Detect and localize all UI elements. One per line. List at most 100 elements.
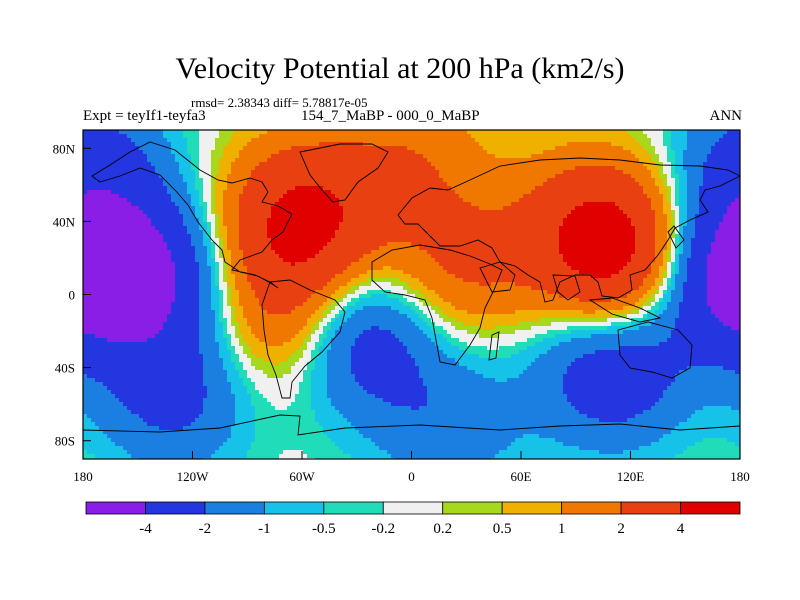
- field-cell: [119, 198, 124, 203]
- field-cell: [603, 182, 608, 187]
- field-cell: [375, 202, 380, 207]
- field-cell: [307, 242, 312, 247]
- field-cell: [659, 206, 664, 211]
- field-cell: [559, 226, 564, 231]
- field-cell: [607, 198, 612, 203]
- field-cell: [339, 170, 344, 175]
- field-cell: [467, 234, 472, 239]
- field-cell: [487, 138, 492, 143]
- field-cell: [283, 162, 288, 167]
- field-cell: [623, 194, 628, 199]
- field-cell: [667, 194, 672, 199]
- field-cell: [279, 146, 284, 151]
- field-cell: [283, 210, 288, 215]
- field-cell: [715, 174, 720, 179]
- field-cell: [451, 150, 456, 155]
- field-cell: [403, 170, 408, 175]
- field-cell: [387, 214, 392, 219]
- field-cell: [547, 190, 552, 195]
- field-cell: [323, 242, 328, 247]
- field-cell: [683, 150, 688, 155]
- field-cell: [407, 210, 412, 215]
- field-cell: [167, 150, 172, 155]
- field-cell: [183, 226, 188, 231]
- field-cell: [295, 166, 300, 171]
- field-cell: [715, 158, 720, 163]
- field-cell: [271, 178, 276, 183]
- field-cell: [499, 166, 504, 171]
- field-cell: [531, 186, 536, 191]
- field-cell: [187, 166, 192, 171]
- field-cell: [647, 186, 652, 191]
- field-cell: [347, 134, 352, 139]
- field-cell: [175, 226, 180, 231]
- field-cell: [427, 194, 432, 199]
- field-cell: [283, 154, 288, 159]
- field-cell: [451, 166, 456, 171]
- field-cell: [607, 194, 612, 199]
- field-cell: [319, 166, 324, 171]
- field-cell: [715, 242, 720, 247]
- field-cell: [151, 166, 156, 171]
- field-cell: [351, 226, 356, 231]
- field-cell: [187, 162, 192, 167]
- field-cell: [331, 246, 336, 251]
- field-cell: [195, 222, 200, 227]
- field-cell: [727, 222, 732, 227]
- field-cell: [331, 146, 336, 151]
- field-cell: [707, 242, 712, 247]
- field-cell: [403, 242, 408, 247]
- field-cell: [507, 190, 512, 195]
- field-cell: [399, 194, 404, 199]
- field-cell: [475, 242, 480, 247]
- field-cell: [299, 190, 304, 195]
- field-cell: [383, 186, 388, 191]
- field-cell: [447, 238, 452, 243]
- field-cell: [383, 198, 388, 203]
- field-cell: [135, 246, 140, 251]
- field-cell: [511, 166, 516, 171]
- field-cell: [427, 242, 432, 247]
- field-cell: [163, 198, 168, 203]
- field-cell: [595, 150, 600, 155]
- field-cell: [191, 238, 196, 243]
- field-cell: [519, 202, 524, 207]
- field-cell: [231, 234, 236, 239]
- field-cell: [199, 234, 204, 239]
- field-cell: [359, 138, 364, 143]
- field-cell: [207, 154, 212, 159]
- field-cell: [559, 190, 564, 195]
- field-cell: [667, 150, 672, 155]
- field-cell: [647, 146, 652, 151]
- field-cell: [691, 146, 696, 151]
- field-cell: [83, 190, 88, 195]
- field-cell: [303, 150, 308, 155]
- field-cell: [579, 182, 584, 187]
- field-cell: [435, 206, 440, 211]
- field-cell: [631, 154, 636, 159]
- field-cell: [111, 162, 116, 167]
- field-cell: [511, 146, 516, 151]
- field-cell: [119, 138, 124, 143]
- field-cell: [643, 242, 648, 247]
- field-cell: [395, 194, 400, 199]
- field-cell: [275, 186, 280, 191]
- field-cell: [671, 178, 676, 183]
- field-cell: [303, 234, 308, 239]
- field-cell: [711, 202, 716, 207]
- field-cell: [291, 158, 296, 163]
- field-cell: [187, 178, 192, 183]
- field-cell: [679, 170, 684, 175]
- field-cell: [195, 138, 200, 143]
- field-cell: [543, 178, 548, 183]
- field-cell: [543, 170, 548, 175]
- field-cell: [531, 158, 536, 163]
- field-cell: [295, 218, 300, 223]
- field-cell: [183, 158, 188, 163]
- field-cell: [527, 146, 532, 151]
- field-cell: [283, 170, 288, 175]
- field-cell: [491, 194, 496, 199]
- field-cell: [131, 158, 136, 163]
- field-cell: [267, 162, 272, 167]
- field-cell: [591, 146, 596, 151]
